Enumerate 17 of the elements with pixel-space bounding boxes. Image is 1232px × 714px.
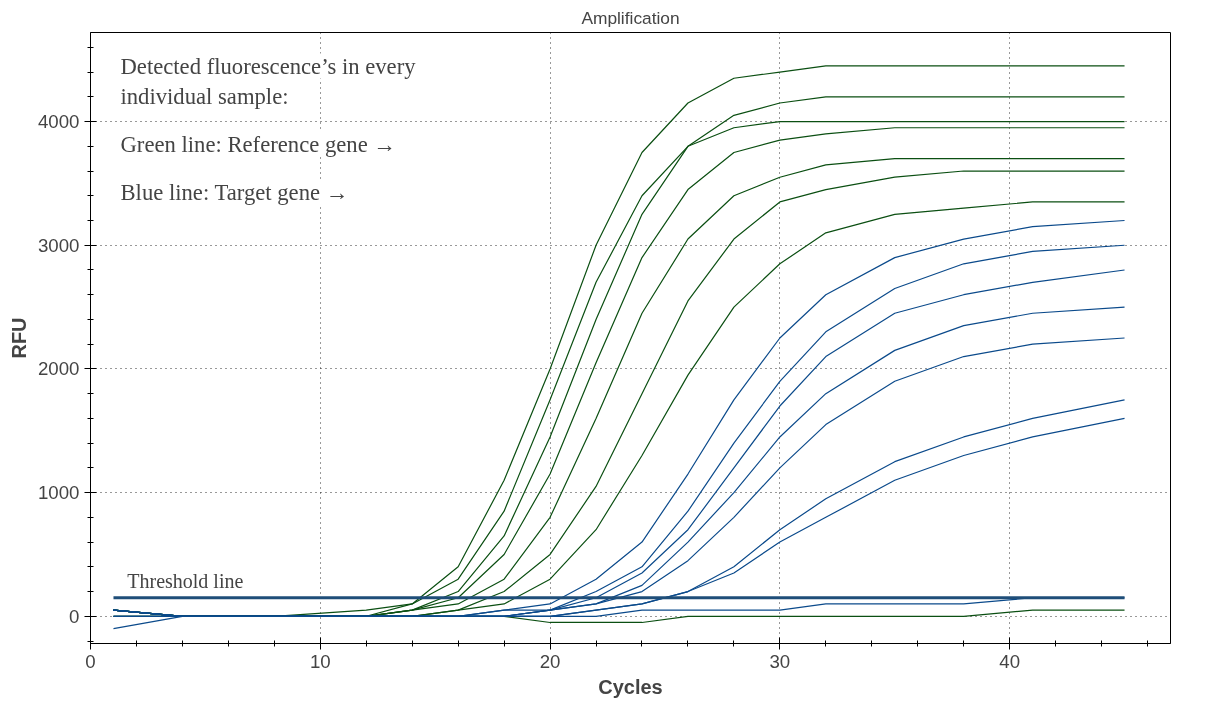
y-axis-title: RFU bbox=[8, 317, 30, 359]
y-tick-label: 3000 bbox=[38, 234, 80, 256]
annotation: Blue line: Target gene → bbox=[120, 179, 349, 205]
chart-title: Amplification bbox=[581, 7, 680, 28]
ref-line-label: Threshold line bbox=[127, 569, 244, 592]
x-tick-label: 30 bbox=[769, 650, 791, 672]
annotation: Detected fluorescence’s in every individual sample: bbox=[120, 53, 417, 109]
y-tick-label: 0 bbox=[69, 605, 80, 627]
x-tick-label: 20 bbox=[539, 650, 561, 672]
y-tick-label: 4000 bbox=[38, 111, 80, 133]
x-tick-label: 0 bbox=[85, 650, 96, 672]
x-tick-label: 40 bbox=[999, 650, 1021, 672]
annotation: Green line: Reference gene → bbox=[120, 131, 397, 157]
x-tick-label: 10 bbox=[309, 650, 331, 672]
y-tick-label: 2000 bbox=[38, 358, 80, 380]
y-tick-label: 1000 bbox=[38, 482, 80, 504]
x-axis-title: Cycles bbox=[598, 675, 663, 698]
